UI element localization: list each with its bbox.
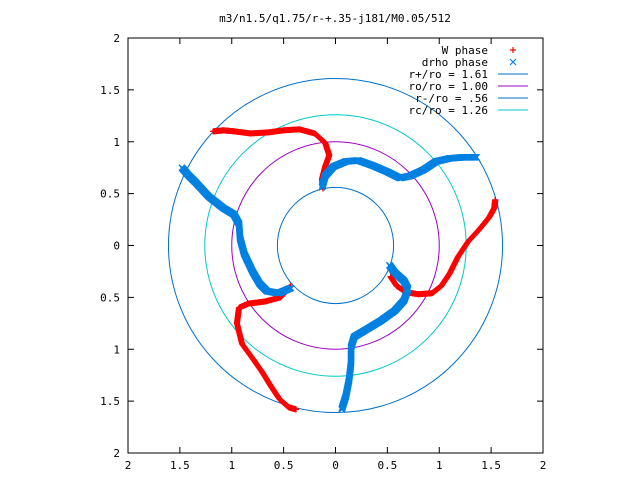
legend-sample-marker	[510, 47, 516, 53]
radius-circles	[167, 77, 504, 414]
legend-label: rc/ro = 1.26	[409, 104, 488, 117]
series-w-phase	[210, 126, 499, 413]
series-drho-phase	[178, 153, 481, 413]
legend-label: r+/ro = 1.61	[409, 68, 488, 81]
radius-circle	[231, 141, 440, 350]
y-tick-label: 0.5	[100, 291, 120, 304]
legend-label: drho phase	[422, 56, 488, 69]
y-tick-label: 2	[113, 32, 120, 45]
legend-label: ro/ro = 1.00	[409, 80, 488, 93]
data-point	[178, 164, 186, 172]
y-tick-label: 2	[113, 447, 120, 460]
x-tick-label: 0.5	[274, 459, 294, 472]
x-tick-label: 0	[332, 459, 339, 472]
y-tick-label: 1.5	[100, 84, 120, 97]
data-point	[492, 196, 499, 203]
y-tick-label: 0.5	[100, 188, 120, 201]
legend-label: r-/ro = .56	[415, 92, 488, 105]
axis-ticks: 2 1.5 1 0.5 0 0.5 1 1.5 221.510.500.511.52	[100, 32, 546, 472]
data-point	[210, 128, 217, 135]
phase-points	[178, 126, 499, 413]
x-tick-label: 1.5	[481, 459, 501, 472]
y-tick-label: 1	[113, 136, 120, 149]
data-point	[293, 406, 300, 413]
legend-sample-marker	[509, 58, 517, 66]
x-tick-label: 1	[228, 459, 235, 472]
x-tick-label: 0.5	[377, 459, 397, 472]
radius-circle	[276, 186, 395, 305]
x-tick-label: 1.5	[170, 459, 190, 472]
radius-circle	[167, 77, 504, 414]
y-tick-label: 1.5	[100, 395, 120, 408]
x-tick-label: 2	[125, 459, 132, 472]
y-tick-label: 1	[113, 343, 120, 356]
data-point	[473, 153, 481, 161]
chart-title: m3/n1.5/q1.75/r-+.35-j181/M0.05/512	[219, 12, 451, 25]
y-tick-label: 0	[113, 240, 120, 253]
legend-label: W phase	[442, 44, 488, 57]
data-point	[338, 406, 346, 413]
x-tick-label: 1	[436, 459, 443, 472]
x-tick-label: 2	[540, 459, 547, 472]
